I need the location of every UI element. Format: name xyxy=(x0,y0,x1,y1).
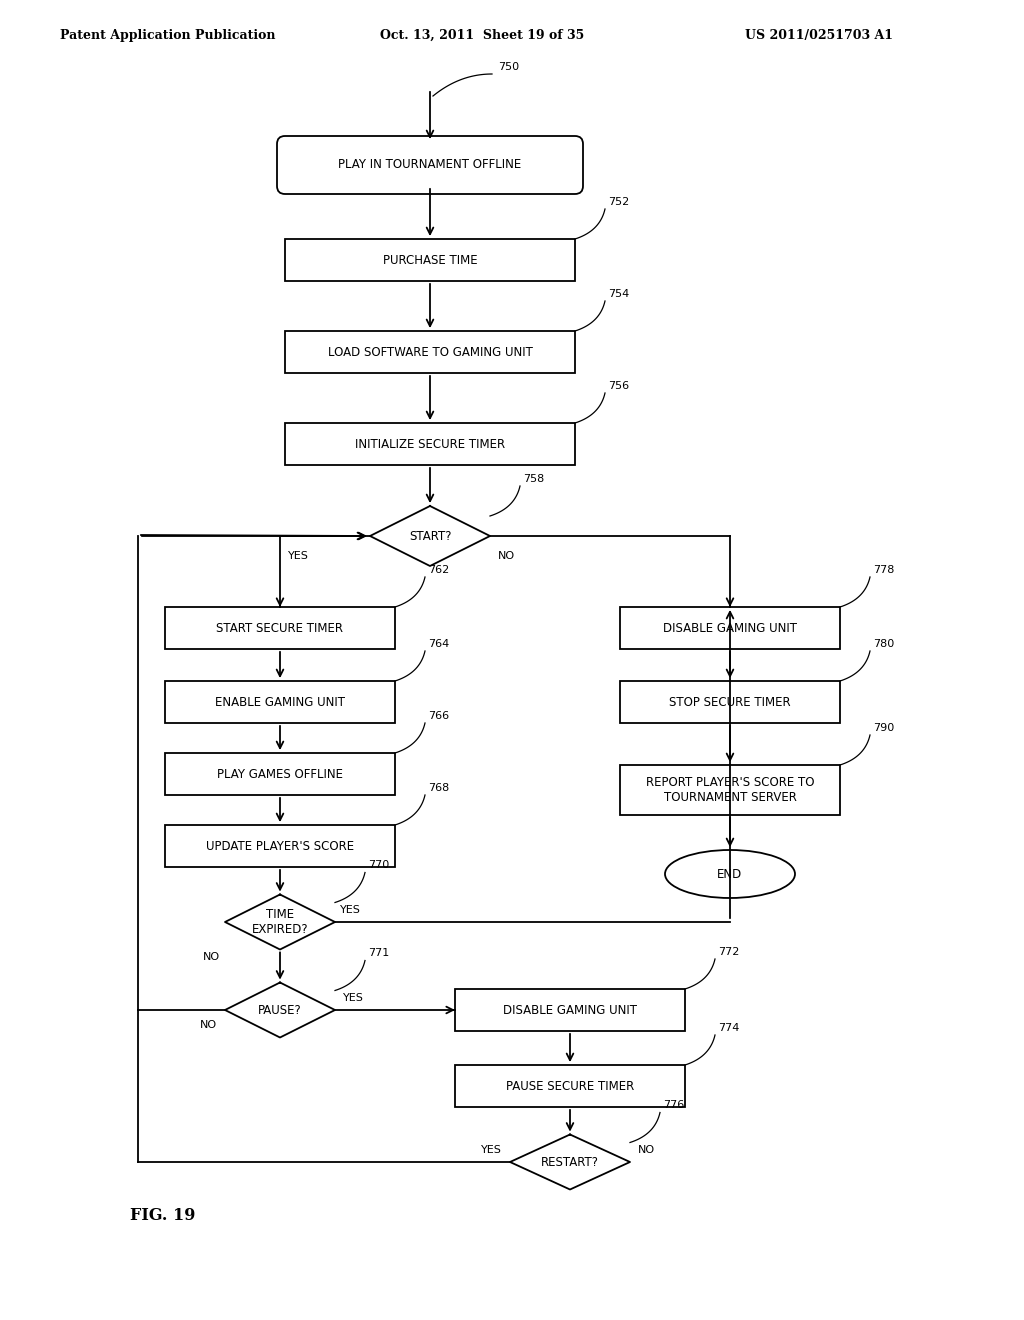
Text: 771: 771 xyxy=(368,949,389,958)
Bar xyxy=(165,681,395,723)
Text: RESTART?: RESTART? xyxy=(541,1155,599,1168)
Text: START?: START? xyxy=(409,529,452,543)
FancyBboxPatch shape xyxy=(278,136,583,194)
Text: STOP SECURE TIMER: STOP SECURE TIMER xyxy=(670,696,791,709)
Text: FIG. 19: FIG. 19 xyxy=(130,1206,196,1224)
Text: YES: YES xyxy=(481,1144,502,1155)
Bar xyxy=(285,239,575,281)
Text: TIME
EXPIRED?: TIME EXPIRED? xyxy=(252,908,308,936)
Ellipse shape xyxy=(665,850,795,898)
Text: 762: 762 xyxy=(428,565,450,576)
Text: NO: NO xyxy=(498,550,515,561)
Text: REPORT PLAYER'S SCORE TO
TOURNAMENT SERVER: REPORT PLAYER'S SCORE TO TOURNAMENT SERV… xyxy=(646,776,814,804)
Text: YES: YES xyxy=(343,993,364,1003)
Text: NO: NO xyxy=(203,953,220,962)
Text: UPDATE PLAYER'S SCORE: UPDATE PLAYER'S SCORE xyxy=(206,840,354,853)
Text: NO: NO xyxy=(200,1020,217,1030)
Text: LOAD SOFTWARE TO GAMING UNIT: LOAD SOFTWARE TO GAMING UNIT xyxy=(328,346,532,359)
Text: 770: 770 xyxy=(368,861,389,870)
Text: 776: 776 xyxy=(663,1101,684,1110)
Bar xyxy=(285,331,575,374)
Text: PAUSE SECURE TIMER: PAUSE SECURE TIMER xyxy=(506,1080,634,1093)
Text: 768: 768 xyxy=(428,783,450,793)
Text: Oct. 13, 2011  Sheet 19 of 35: Oct. 13, 2011 Sheet 19 of 35 xyxy=(380,29,585,41)
Text: PURCHASE TIME: PURCHASE TIME xyxy=(383,253,477,267)
Text: DISABLE GAMING UNIT: DISABLE GAMING UNIT xyxy=(503,1003,637,1016)
Polygon shape xyxy=(225,982,335,1038)
Text: Patent Application Publication: Patent Application Publication xyxy=(60,29,275,41)
Text: 774: 774 xyxy=(718,1023,739,1034)
Text: 772: 772 xyxy=(718,946,739,957)
Text: US 2011/0251703 A1: US 2011/0251703 A1 xyxy=(745,29,893,41)
Text: YES: YES xyxy=(340,906,360,915)
Bar xyxy=(455,1065,685,1107)
Text: 790: 790 xyxy=(873,723,894,733)
Polygon shape xyxy=(225,895,335,949)
Text: END: END xyxy=(718,867,742,880)
Text: PAUSE?: PAUSE? xyxy=(258,1003,302,1016)
Text: YES: YES xyxy=(288,550,309,561)
Text: NO: NO xyxy=(638,1144,655,1155)
Polygon shape xyxy=(370,506,490,566)
Polygon shape xyxy=(510,1134,630,1189)
Text: 780: 780 xyxy=(873,639,894,649)
Text: 750: 750 xyxy=(498,62,519,73)
Text: PLAY IN TOURNAMENT OFFLINE: PLAY IN TOURNAMENT OFFLINE xyxy=(338,158,521,172)
Text: 778: 778 xyxy=(873,565,894,576)
Text: 752: 752 xyxy=(608,197,630,207)
Bar xyxy=(620,766,840,814)
Bar xyxy=(620,607,840,649)
Text: PLAY GAMES OFFLINE: PLAY GAMES OFFLINE xyxy=(217,767,343,780)
Text: ENABLE GAMING UNIT: ENABLE GAMING UNIT xyxy=(215,696,345,709)
Text: 756: 756 xyxy=(608,381,629,391)
Bar xyxy=(455,989,685,1031)
Text: 764: 764 xyxy=(428,639,450,649)
Text: 766: 766 xyxy=(428,711,450,721)
Bar xyxy=(285,422,575,465)
Bar xyxy=(620,681,840,723)
Bar xyxy=(165,825,395,867)
Text: 754: 754 xyxy=(608,289,630,300)
Text: 758: 758 xyxy=(523,474,544,484)
Text: DISABLE GAMING UNIT: DISABLE GAMING UNIT xyxy=(663,622,797,635)
Bar xyxy=(165,752,395,795)
Bar xyxy=(165,607,395,649)
Text: START SECURE TIMER: START SECURE TIMER xyxy=(216,622,343,635)
Text: INITIALIZE SECURE TIMER: INITIALIZE SECURE TIMER xyxy=(355,437,505,450)
